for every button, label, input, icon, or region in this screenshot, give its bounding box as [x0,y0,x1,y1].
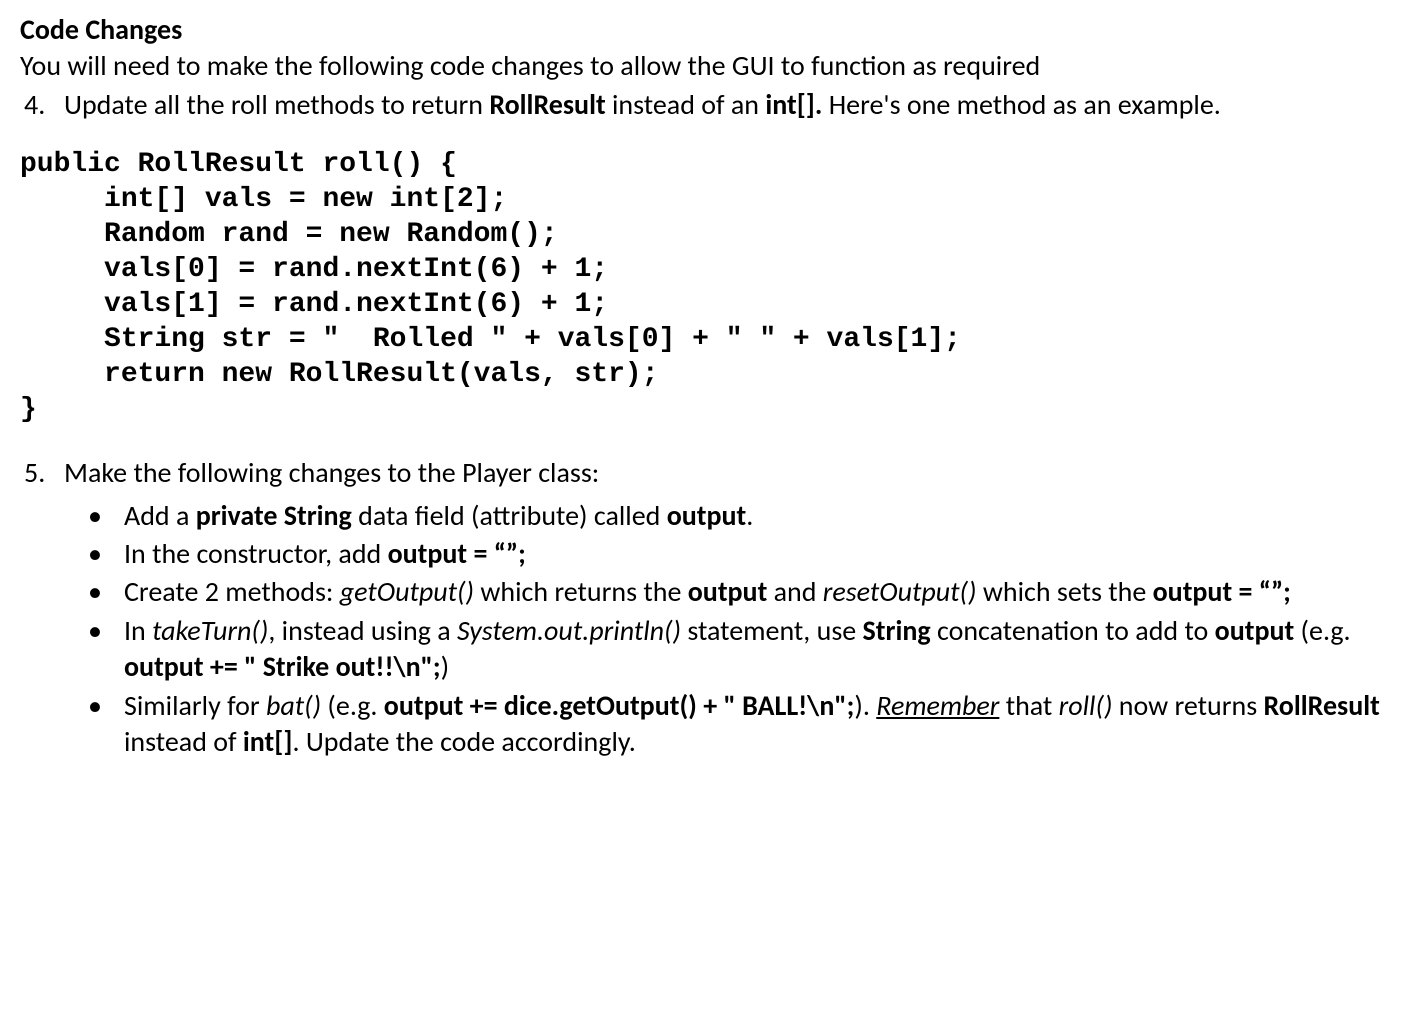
bold-text: int[]. [765,87,822,122]
text: ). [854,688,876,723]
text: that [999,688,1058,723]
italic-text: takeTurn() [152,613,268,648]
bullet-content: Create 2 methods: getOutput() which retu… [124,574,1392,610]
bullet-item: • Add a private String data field (attri… [64,498,1392,534]
text: In [124,613,152,648]
underline-italic-text: Remember [876,688,999,723]
bold-text: RollResult [1264,688,1380,723]
text: . Update the code accordingly. [292,724,635,759]
bullet-item: • Create 2 methods: getOutput() which re… [64,574,1392,610]
text: (e.g. [1294,613,1350,648]
text: Here's one method as an example. [822,87,1220,122]
bullet-item: • Similarly for bat() (e.g. output += di… [64,688,1392,761]
text: and [767,574,823,609]
intro-text: You will need to make the following code… [20,48,1392,84]
text: Make the following changes to the Player… [64,455,1392,491]
bold-text: output [688,574,768,609]
bullet-content: In takeTurn(), instead using a System.ou… [124,613,1392,686]
heading-code-changes: Code Changes [20,12,1392,48]
bold-text: output += " Strike out!!\n"; [124,649,441,684]
text: , instead using a [268,613,457,648]
text: which returns the [474,574,688,609]
text: . [746,498,753,533]
list-item-5: 5. Make the following changes to the Pla… [20,455,1392,762]
bullet-list: • Add a private String data field (attri… [64,498,1392,761]
bullet-mark: • [64,498,124,534]
bullet-content: In the constructor, add output = “”; [124,536,1392,572]
code-block: public RollResult roll() { int[] vals = … [20,147,1392,427]
text: instead of an [606,87,766,122]
text: Similarly for [124,688,266,723]
text: concatenation to add to [931,613,1215,648]
bullet-mark: • [64,574,124,610]
bullet-content: Add a private String data field (attribu… [124,498,1392,534]
text: Create 2 methods: [124,574,340,609]
bullet-item: • In takeTurn(), instead using a System.… [64,613,1392,686]
bold-text: output = “”; [1153,574,1291,609]
bullet-item: • In the constructor, add output = “”; [64,536,1392,572]
bold-text: output [1215,613,1295,648]
list-number: 4. [20,87,64,123]
text: In the constructor, add [124,536,388,571]
text: statement, use [681,613,863,648]
italic-text: getOutput() [340,574,474,609]
italic-text: resetOutput() [823,574,977,609]
bold-text: output += dice.getOutput() + " BALL!\n"; [384,688,855,723]
list-content: Update all the roll methods to return Ro… [64,87,1392,123]
bold-text: RollResult [489,87,605,122]
bold-text: int[] [243,724,293,759]
text: which sets the [977,574,1153,609]
text: Update all the roll methods to return [64,87,489,122]
italic-text: System.out.println() [457,613,681,648]
text: instead of [124,724,243,759]
text: ) [441,649,450,684]
list-number: 5. [20,455,64,762]
italic-text: bat() [266,688,321,723]
list-content: Make the following changes to the Player… [64,455,1392,762]
bullet-mark: • [64,536,124,572]
bold-text: String [863,613,931,648]
text: (e.g. [321,688,384,723]
italic-text: roll() [1059,688,1113,723]
bullet-mark: • [64,613,124,686]
text: now returns [1112,688,1263,723]
bullet-content: Similarly for bat() (e.g. output += dice… [124,688,1392,761]
list-item-4: 4. Update all the roll methods to return… [20,87,1392,123]
bold-text: private String [196,498,352,533]
bold-text: output = “”; [388,536,526,571]
bullet-mark: • [64,688,124,761]
text: Add a [124,498,196,533]
text: data field (attribute) called [352,498,667,533]
bold-text: output [667,498,747,533]
